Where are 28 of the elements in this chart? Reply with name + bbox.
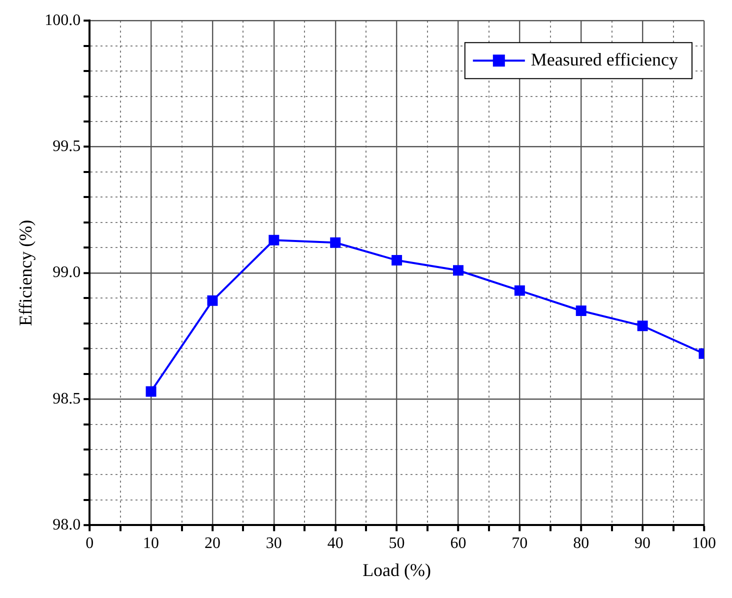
point	[576, 306, 586, 316]
point	[392, 255, 402, 266]
point	[207, 295, 218, 306]
y-tick-label: 98.0	[52, 516, 81, 534]
legend-label: Measured efficiency	[530, 49, 678, 70]
y-tick-label: 99.0	[52, 264, 81, 282]
x-tick-label: 50	[388, 535, 405, 552]
point	[330, 237, 341, 248]
x-tick-label: 90	[634, 535, 651, 552]
point	[146, 386, 156, 397]
point	[514, 285, 525, 296]
x-tick-label: 40	[327, 535, 344, 552]
x-tick-label: 20	[204, 535, 220, 552]
y-tick-label: 99.5	[52, 138, 81, 155]
point	[637, 320, 648, 332]
y-tick-label: 98.5	[52, 390, 81, 408]
y-tick-label: 100.0	[44, 12, 81, 29]
x-tick-label: 80	[573, 535, 590, 552]
point	[268, 234, 280, 246]
x-tick-label: 60	[450, 535, 466, 552]
x-tick-label: 70	[512, 535, 528, 552]
x-tick-label: 100	[692, 535, 716, 552]
x-axis-title: Load (%)	[362, 560, 432, 580]
x-tick-label: 10	[143, 535, 160, 552]
point	[453, 265, 464, 276]
y-axis-title: Efficiency (%)	[16, 220, 36, 326]
x-tick-label: 30	[266, 535, 282, 552]
x-tick-label: 0	[86, 535, 94, 552]
